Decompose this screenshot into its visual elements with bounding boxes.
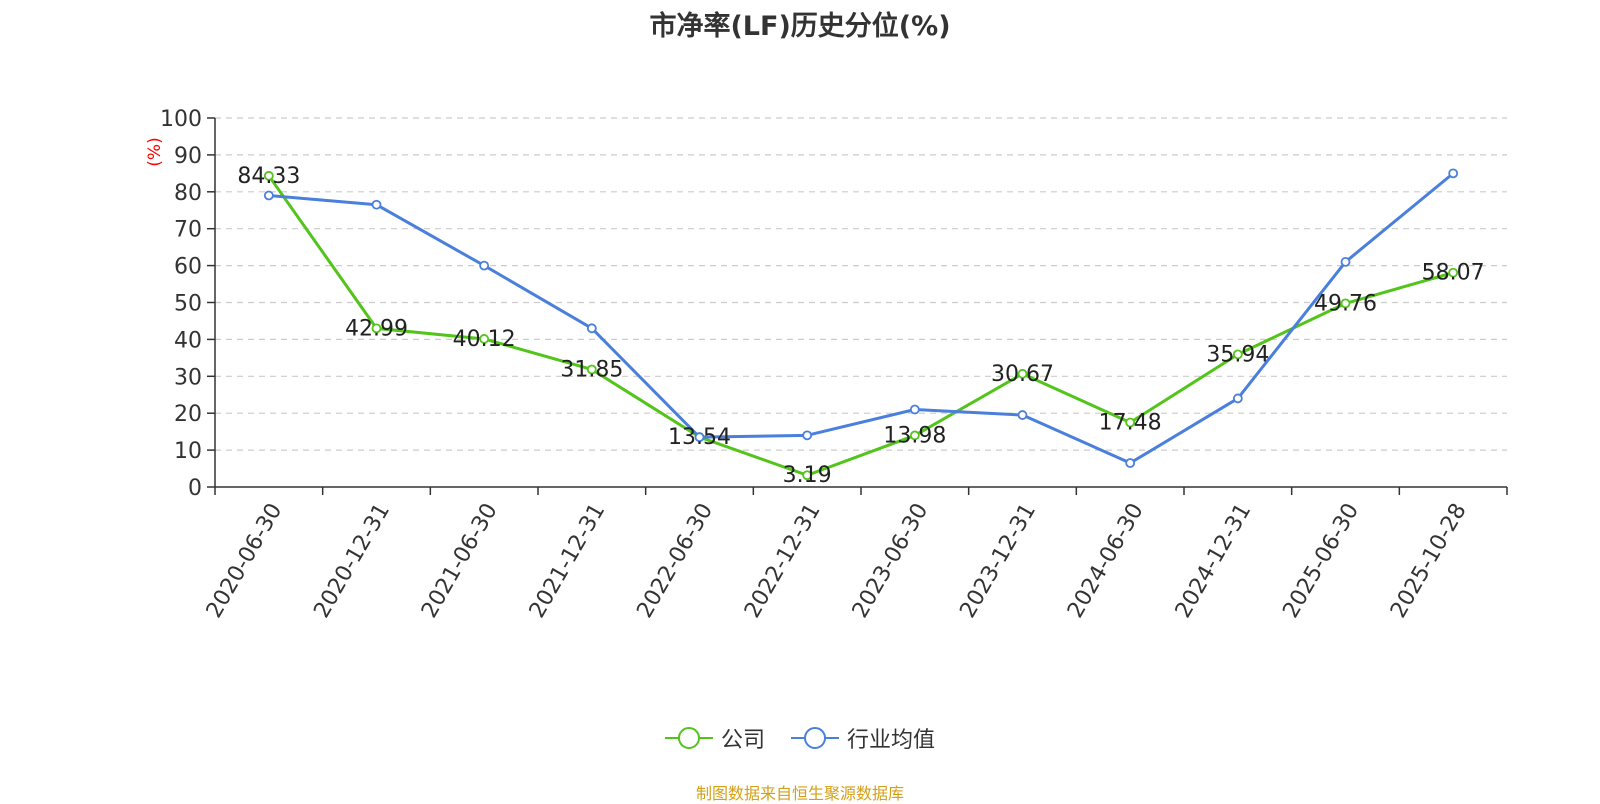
data-label-company: 84.33: [237, 164, 300, 189]
legend-marker-company-icon: [664, 727, 713, 749]
legend-marker-industry-average-icon: [791, 727, 839, 749]
y-tick-label: 20: [174, 402, 202, 427]
y-tick-label: 50: [174, 292, 202, 317]
grid-lines: [215, 117, 1507, 451]
x-tick-label: 2025-06-30: [1278, 499, 1364, 622]
data-label-company: 42.99: [345, 316, 408, 341]
data-point-company: [371, 323, 382, 334]
data-point-industry-average: [909, 404, 920, 415]
y-tick-label: 70: [174, 218, 202, 243]
data-label-company: 17.48: [1099, 410, 1162, 435]
x-tick-label: 2023-12-31: [955, 499, 1041, 622]
x-tick-label: 2022-12-31: [740, 499, 826, 622]
data-point-company: [1232, 349, 1243, 360]
y-tick-label: 0: [188, 476, 202, 501]
data-label-company: 49.76: [1314, 291, 1377, 316]
series-layer: [263, 168, 1459, 481]
data-point-industry-average: [1448, 168, 1459, 179]
data-label-company: 58.07: [1422, 261, 1485, 286]
legend-label-company: 公司: [720, 728, 765, 753]
legend-item-industry-average[interactable]: 行业均值: [791, 722, 935, 754]
axes: 0 10 20 30 40 50 60 70 80 90 100 2020-06-30 2020-12-…: [160, 107, 1508, 622]
x-tick-label: 2021-06-30: [417, 499, 503, 622]
x-tick-label: 2021-12-31: [525, 499, 611, 622]
legend-item-company[interactable]: 公司: [664, 722, 765, 754]
data-labels: 84.33 42.99 40.12 31.85 13.54 3.19 13.98 30.67 1…: [237, 164, 1484, 488]
y-axis-label: (%): [145, 137, 165, 166]
data-point-industry-average: [802, 430, 813, 441]
data-point-industry-average: [263, 190, 274, 201]
data-point-industry-average: [479, 260, 490, 271]
x-tick-label: 2024-06-30: [1063, 499, 1149, 622]
data-point-company: [1448, 267, 1459, 278]
x-tick-label: 2020-12-31: [309, 499, 395, 622]
x-tick-label: 2022-06-30: [632, 499, 718, 622]
y-tick-label: 90: [174, 144, 202, 169]
legend-label-industry-average: 行业均值: [847, 728, 936, 753]
data-point-industry-average: [694, 432, 705, 443]
data-label-company: 13.98: [883, 423, 946, 448]
y-tick-label: 40: [174, 328, 202, 353]
data-point-company: [909, 430, 920, 441]
y-tick-label: 100: [160, 107, 202, 132]
y-tick-label: 60: [174, 255, 202, 280]
data-label-company: 30.67: [991, 362, 1054, 387]
data-point-company: [802, 470, 813, 481]
data-label-company: 35.94: [1206, 342, 1269, 367]
x-tick-label: 2024-12-31: [1171, 499, 1257, 622]
data-point-industry-average: [1017, 410, 1028, 420]
data-point-company: [1340, 298, 1351, 309]
chart-title: 市净率(LF)历史分位(%): [649, 11, 951, 42]
series-line-industry-average: [268, 172, 1455, 465]
x-tick-label: 2020-06-30: [202, 499, 288, 622]
x-tick-label: 2025-10-28: [1386, 499, 1472, 622]
data-point-company: [586, 364, 597, 375]
y-tick-label: 30: [174, 365, 202, 390]
data-point-industry-average: [1125, 458, 1136, 468]
y-tick-label: 80: [174, 181, 202, 206]
data-point-industry-average: [1340, 257, 1351, 267]
data-label-company: 13.54: [668, 425, 731, 450]
data-label-company: 3.19: [783, 463, 832, 488]
data-point-company: [1125, 417, 1136, 428]
data-point-industry-average: [586, 323, 597, 334]
data-label-company: 31.85: [560, 357, 623, 382]
data-point-industry-average: [1232, 393, 1243, 404]
data-label-company: 40.12: [453, 327, 516, 352]
data-point-industry-average: [371, 199, 382, 210]
data-point-company: [1017, 368, 1028, 379]
legend: 公司 行业均值: [0, 722, 1600, 754]
data-point-company: [479, 334, 490, 344]
x-tick-label: 2023-06-30: [848, 499, 934, 622]
data-point-company: [263, 170, 274, 181]
source-note: 制图数据来自恒生聚源数据库: [695, 784, 904, 803]
series-line-company: [267, 174, 1454, 477]
y-tick-label: 10: [174, 439, 202, 464]
